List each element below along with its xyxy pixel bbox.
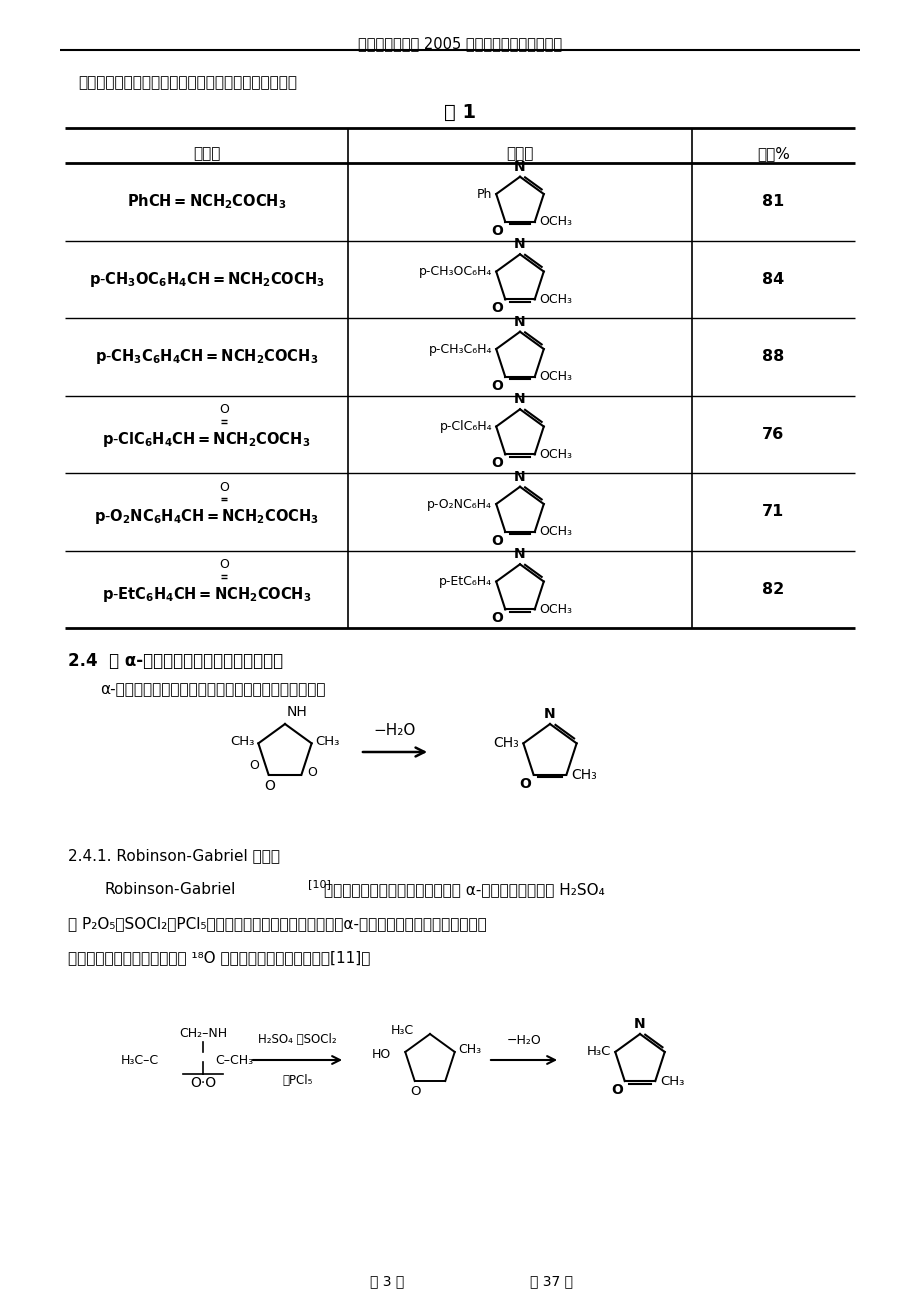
Text: O: O xyxy=(610,1083,622,1098)
Text: −H₂O: −H₂O xyxy=(373,723,415,738)
Text: $\mathbf{p\text{-}CH_3C_6H_4CH{=}NCH_2COCH_3}$: $\mathbf{p\text{-}CH_3C_6H_4CH{=}NCH_2CO… xyxy=(95,348,318,366)
Text: 2.4.1. Robinson-Gabriel 法合成: 2.4.1. Robinson-Gabriel 法合成 xyxy=(68,848,279,863)
Text: N: N xyxy=(514,392,526,406)
Text: H₃C–C: H₃C–C xyxy=(120,1053,159,1066)
Text: 71: 71 xyxy=(762,504,784,519)
Text: 河西学院化学系 2005 届本科毕业（学位）论文: 河西学院化学系 2005 届本科毕业（学位）论文 xyxy=(357,36,562,51)
Text: 88: 88 xyxy=(762,349,784,365)
Text: 生成物: 生成物 xyxy=(505,146,533,161)
Text: $\mathbf{p\text{-}CH_3OC_6H_4CH{=}NCH_2COCH_3}$: $\mathbf{p\text{-}CH_3OC_6H_4CH{=}NCH_2C… xyxy=(88,270,324,289)
Text: CH₃: CH₃ xyxy=(660,1074,684,1087)
Text: O: O xyxy=(249,759,259,772)
Text: O: O xyxy=(491,534,503,548)
Text: N: N xyxy=(514,315,526,328)
Text: [10]: [10] xyxy=(308,879,331,889)
Text: 表 1: 表 1 xyxy=(444,103,475,122)
Text: $\mathbf{p\text{-}EtC_6H_4CH{=}NCH_2COCH_3}$: $\mathbf{p\text{-}EtC_6H_4CH{=}NCH_2COCH… xyxy=(102,585,311,604)
Text: O: O xyxy=(410,1085,421,1098)
Text: N: N xyxy=(514,160,526,173)
Text: O: O xyxy=(491,379,503,393)
Text: OCH₃: OCH₃ xyxy=(539,603,572,616)
Text: H₃C: H₃C xyxy=(391,1025,414,1038)
Text: Ph: Ph xyxy=(476,187,492,201)
Text: $\mathbf{p\text{-}ClC_6H_4CH{=}NCH_2COCH_3}$: $\mathbf{p\text{-}ClC_6H_4CH{=}NCH_2COCH… xyxy=(102,430,311,449)
Text: Robinson-Gabriel: Robinson-Gabriel xyxy=(105,881,236,897)
Text: 产率%: 产率% xyxy=(756,146,789,161)
Text: CH₃: CH₃ xyxy=(571,768,596,781)
Text: O: O xyxy=(491,224,503,238)
Text: 酰化来制备），通过示踪原子 ¹⁸O 表明噁唑中的氧来自酰胺基[11]。: 酰化来制备），通过示踪原子 ¹⁸O 表明噁唑中的氧来自酰胺基[11]。 xyxy=(68,950,370,965)
Text: 或PCl₅: 或PCl₅ xyxy=(282,1074,312,1087)
Text: O·O: O·O xyxy=(189,1075,216,1090)
Text: N: N xyxy=(544,707,555,721)
Text: OCH₃: OCH₃ xyxy=(539,293,572,306)
Text: 共 37 页: 共 37 页 xyxy=(529,1273,573,1288)
Text: CH₃: CH₃ xyxy=(230,734,254,747)
Text: O: O xyxy=(491,612,503,625)
Text: p-CH₃C₆H₄: p-CH₃C₆H₄ xyxy=(428,342,492,355)
Text: O: O xyxy=(307,766,317,779)
Text: 反应物: 反应物 xyxy=(193,146,220,161)
Text: CH₃: CH₃ xyxy=(494,737,519,750)
Text: O: O xyxy=(491,302,503,315)
Text: N: N xyxy=(514,547,526,561)
Text: p-O₂NC₆H₄: p-O₂NC₆H₄ xyxy=(426,497,492,510)
Text: α-酰胺基羰基化合物脱水环化是噁唑的重要合成方法。: α-酰胺基羰基化合物脱水环化是噁唑的重要合成方法。 xyxy=(100,682,325,697)
Text: 81: 81 xyxy=(762,194,784,210)
Text: CH₃: CH₃ xyxy=(315,734,340,747)
Text: 第 3 页: 第 3 页 xyxy=(369,1273,403,1288)
Text: p-ClC₆H₄: p-ClC₆H₄ xyxy=(439,421,492,434)
Text: 84: 84 xyxy=(762,272,784,286)
Text: H₂SO₄ 或SOCl₂: H₂SO₄ 或SOCl₂ xyxy=(258,1032,336,1046)
Text: NH: NH xyxy=(287,704,308,719)
Text: 82: 82 xyxy=(762,582,784,596)
Text: 或 P₂O₅、SOCl₂、PCl₅等脱水剂处理，环合而成噁唑环（α-酰胺基取代的酮经过酮肟还原、: 或 P₂O₅、SOCl₂、PCl₅等脱水剂处理，环合而成噁唑环（α-酰胺基取代的… xyxy=(68,917,486,931)
Text: CH₂–NH: CH₂–NH xyxy=(178,1027,227,1040)
Text: 2.4  用 α-酰胺基羰基化合物脱水环合合成: 2.4 用 α-酰胺基羰基化合物脱水环合合成 xyxy=(68,652,283,671)
Text: 76: 76 xyxy=(762,427,784,441)
Text: $\mathbf{PhCH{=}NCH_2COCH_3}$: $\mathbf{PhCH{=}NCH_2COCH_3}$ xyxy=(127,193,286,211)
Text: OCH₃: OCH₃ xyxy=(539,526,572,539)
Text: O: O xyxy=(220,480,229,493)
Text: CH₃: CH₃ xyxy=(459,1043,482,1056)
Text: O: O xyxy=(264,779,275,793)
Text: OCH₃: OCH₃ xyxy=(539,215,572,228)
Text: 下表为相同合成反应所对应的反应物、生成物与产率：: 下表为相同合成反应所对应的反应物、生成物与产率： xyxy=(78,76,297,90)
Text: O: O xyxy=(220,404,229,417)
Text: C–CH₃: C–CH₃ xyxy=(215,1053,253,1066)
Text: N: N xyxy=(514,470,526,484)
Text: H₃C: H₃C xyxy=(586,1046,610,1059)
Text: O: O xyxy=(220,559,229,572)
Text: N: N xyxy=(514,237,526,251)
Text: O: O xyxy=(491,457,503,470)
Text: 法是合成噁唑的一种典型方法，将 α-酰胺基取代的酮由 H₂SO₄: 法是合成噁唑的一种典型方法，将 α-酰胺基取代的酮由 H₂SO₄ xyxy=(323,881,604,897)
Text: HO: HO xyxy=(371,1048,391,1061)
Text: OCH₃: OCH₃ xyxy=(539,371,572,384)
Text: p-EtC₆H₄: p-EtC₆H₄ xyxy=(438,575,492,589)
Text: $\mathbf{p\text{-}O_2NC_6H_4CH{=}NCH_2COCH_3}$: $\mathbf{p\text{-}O_2NC_6H_4CH{=}NCH_2CO… xyxy=(94,508,319,526)
Text: −H₂O: −H₂O xyxy=(506,1034,540,1047)
Text: p-CH₃OC₆H₄: p-CH₃OC₆H₄ xyxy=(418,266,492,279)
Text: OCH₃: OCH₃ xyxy=(539,448,572,461)
Text: N: N xyxy=(633,1017,645,1031)
Text: O: O xyxy=(519,777,531,790)
